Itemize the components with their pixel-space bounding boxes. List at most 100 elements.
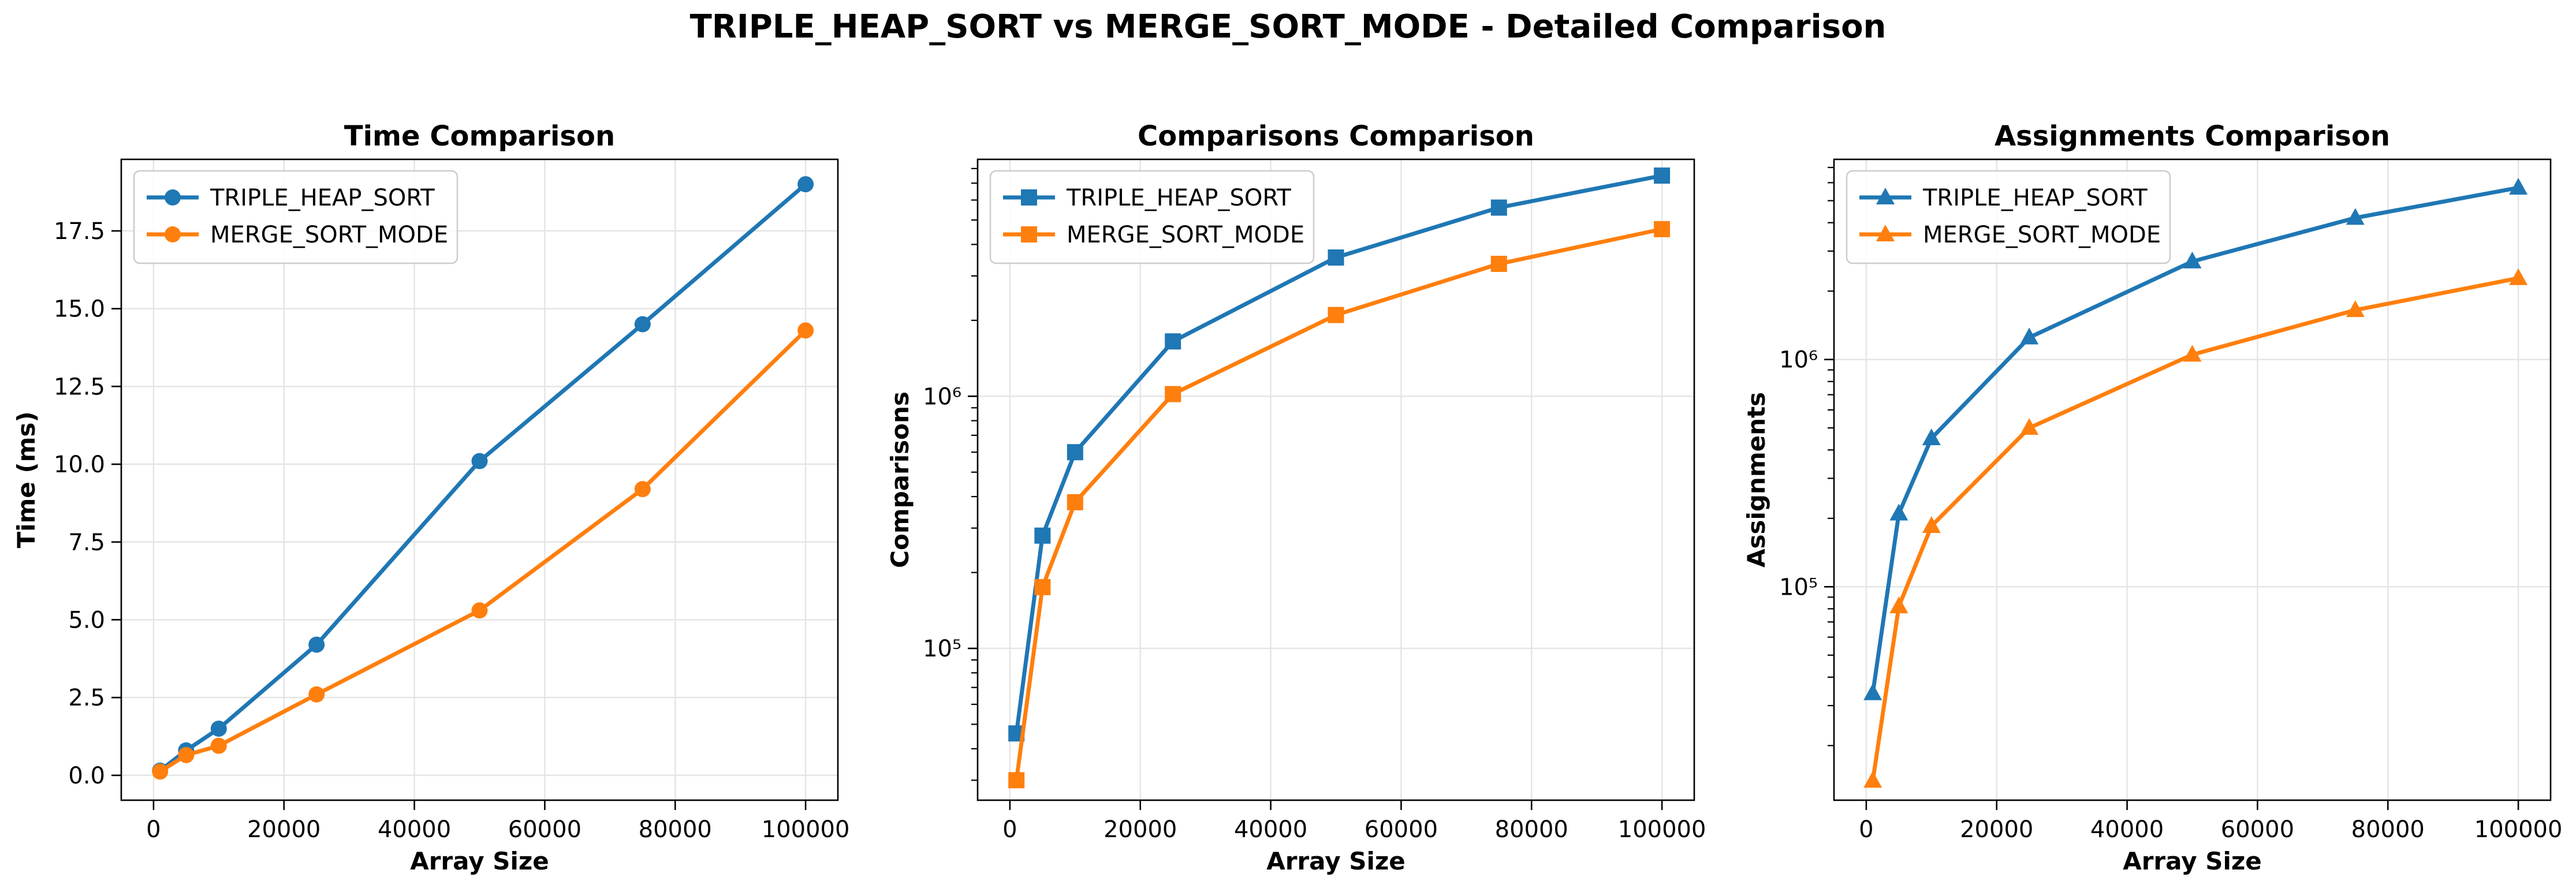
x-axis-label: Array Size [2123,847,2262,875]
legend-label: TRIPLE_HEAP_SORT [210,185,435,211]
legend-label: TRIPLE_HEAP_SORT [1922,185,2148,211]
legend-label: TRIPLE_HEAP_SORT [1066,185,1291,211]
y-tick-label: 15.0 [54,296,105,323]
data-point [308,686,325,703]
legend-box [989,170,1315,264]
data-point [1654,167,1671,184]
data-point [1067,444,1083,461]
legend-marker [1021,189,1037,206]
x-tick-label: 40000 [1234,816,1307,843]
data-point [471,602,488,619]
chart-title: Assignments Comparison [1995,120,2390,152]
axes-frame [120,158,839,801]
data-point [471,453,488,469]
legend-marker [1876,188,1895,204]
x-tick-label: 0 [1002,816,1017,843]
x-tick-label: 60000 [2221,816,2294,843]
data-point [2346,208,2365,225]
x-tick-label: 80000 [2351,816,2425,843]
y-tick-label: 2.5 [68,685,105,711]
data-point [210,737,227,754]
x-tick-label: 100000 [762,816,850,843]
series-1 [1863,178,2528,700]
y-tick-label: 10⁶ [923,383,961,410]
legend: TRIPLE_HEAP_SORT MERGE_SORT_MODE [133,170,458,264]
x-tick-label: 40000 [2090,816,2164,843]
y-tick-label: 10⁵ [1779,574,1818,600]
series-1 [152,176,814,779]
x-tick-label: 100000 [2474,816,2563,843]
data-point [2346,300,2365,318]
x-tick-label: 0 [146,816,161,843]
axes-frame [1833,158,2552,801]
legend-box [1846,170,2171,264]
legend-marker [1876,225,1895,241]
series-line [159,329,807,774]
data-point [634,316,651,333]
legend: TRIPLE_HEAP_SORT MERGE_SORT_MODE [1846,170,2171,264]
data-point [1889,503,1908,521]
data-point [210,721,227,737]
y-axis-label: Assignments [1742,392,1770,568]
legend-marker [165,189,181,206]
data-point [2509,178,2528,195]
data-point [1034,579,1051,595]
data-point [1863,683,1882,700]
legend-box [133,170,458,264]
series-2 [152,322,814,780]
data-point [1067,494,1083,510]
x-tick-label: 100000 [1618,816,1706,843]
data-point [2509,268,2528,285]
chart-panel-1: 0 20000 40000 60000 80000 100000 0.0 2.5 5.0 7.5 1… [12,120,849,875]
data-point [1922,428,1941,446]
y-tick-label: 7.5 [68,529,105,556]
data-point [1922,516,1941,533]
y-tick-label: 0.0 [68,763,105,789]
y-tick-label: 17.5 [54,218,105,245]
data-point [797,322,814,339]
x-tick-label: 0 [1859,816,1873,843]
data-point [1654,221,1671,237]
legend-label: MERGE_SORT_MODE [1923,222,2161,248]
data-point [2020,327,2039,345]
x-tick-label: 60000 [508,816,581,843]
data-point [308,636,325,653]
y-tick-label: 10⁵ [923,636,961,662]
x-tick-label: 40000 [378,816,451,843]
data-point [2183,345,2202,362]
x-tick-label: 20000 [1104,816,1177,843]
legend: TRIPLE_HEAP_SORT MERGE_SORT_MODE [989,170,1315,264]
x-tick-label: 60000 [1365,816,1438,843]
data-point [1490,199,1507,216]
legend-label: MERGE_SORT_MODE [1067,222,1304,248]
axes-frame [976,158,1695,801]
y-axis-label: Comparisons [886,391,914,568]
data-point [1328,307,1344,323]
y-tick-label: 12.5 [54,374,105,400]
data-point [2183,251,2202,268]
data-point [178,747,195,763]
x-tick-label: 20000 [1960,816,2033,843]
x-axis-label: Array Size [1266,847,1406,875]
data-point [1034,527,1051,544]
legend-marker [165,226,181,242]
data-point [797,176,814,193]
figure-title: TRIPLE_HEAP_SORT vs MERGE_SORT_MODE - De… [689,8,1887,46]
data-point [152,763,169,780]
data-point [634,481,651,498]
x-axis-label: Array Size [410,847,549,875]
data-point [2020,418,2039,435]
x-tick-label: 80000 [639,816,712,843]
legend-label: MERGE_SORT_MODE [210,222,448,248]
x-tick-label: 80000 [1495,816,1568,843]
data-point [1490,256,1507,273]
y-axis-label: Time (ms) [12,411,40,548]
data-point [1863,771,1882,788]
chart-panel-3: 0 20000 40000 60000 80000 100000 10⁵ 10⁶ Assignm… [1742,120,2562,875]
chart-title: Comparisons Comparison [1138,120,1534,152]
data-point [1328,249,1344,266]
data-point [1165,333,1181,350]
y-tick-label: 10⁶ [1779,347,1818,374]
